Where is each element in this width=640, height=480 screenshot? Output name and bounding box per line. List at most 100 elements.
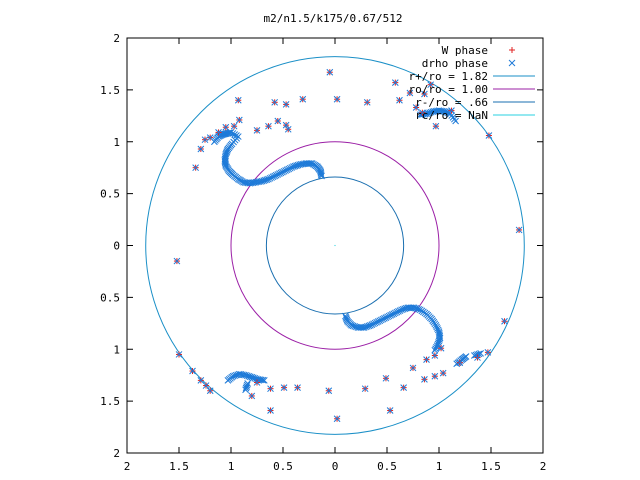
drho-phase-point <box>419 109 426 117</box>
drho-phase-point <box>485 132 493 139</box>
x-tick-label: 1 <box>228 460 235 473</box>
drho-phase-point <box>173 257 181 265</box>
drho-phase-point <box>396 96 403 104</box>
drho-phase-point <box>189 367 196 375</box>
y-tick-label: 2 <box>113 447 120 460</box>
drho-phase-point <box>409 364 417 372</box>
drho-phase-point <box>361 385 369 393</box>
drho-phase-point <box>294 384 301 391</box>
drho-phase-point <box>432 122 440 130</box>
y-tick-label: 1.5 <box>100 84 120 97</box>
drho-phase-point <box>299 95 307 103</box>
drho-phase-point <box>235 116 243 124</box>
circle-line <box>230 141 440 350</box>
drho-phase-point <box>197 377 205 384</box>
drho-phase-point <box>234 96 242 104</box>
drho-phase-point <box>333 415 341 423</box>
x-tick-label: 2 <box>540 460 547 473</box>
circle-line <box>145 56 525 435</box>
drho-phase-point <box>421 90 428 98</box>
x-tick-label: 2 <box>124 460 131 473</box>
x-tick-label: 0.5 <box>273 460 293 473</box>
drho-phase-point <box>271 98 279 106</box>
drho-phase-point <box>206 134 214 141</box>
y-tick-label: 1 <box>113 136 120 149</box>
drho-phase-point <box>206 387 214 395</box>
drho-phase-point <box>386 407 394 414</box>
drho-phase-point <box>274 117 282 125</box>
drho-phase-point <box>215 129 222 136</box>
drho-band-point <box>242 384 250 392</box>
legend-label: drho phase <box>422 57 488 70</box>
drho-band-point <box>260 377 268 384</box>
drho-phase-point <box>222 123 230 131</box>
drho-phase-point <box>427 81 435 89</box>
drho-phase-point <box>437 344 445 352</box>
drho-band-point <box>317 170 325 177</box>
drho-phase-point <box>439 369 447 377</box>
drho-phase-point <box>474 354 481 361</box>
legend-swatch-drho-phase <box>508 59 516 67</box>
drho-phase-point <box>412 104 420 111</box>
legend-label: r+/ro = 1.82 <box>409 70 488 83</box>
drho-band-point <box>227 129 235 136</box>
drho-phase-point <box>421 375 428 383</box>
drho-phase-point <box>431 372 439 380</box>
drho-phase-point <box>382 374 390 382</box>
center-point <box>334 244 336 247</box>
legend-swatch-w-phase <box>509 47 515 53</box>
legend-label: W phase <box>442 44 488 57</box>
drho-phase-point <box>201 136 209 144</box>
drho-band-point <box>477 350 484 357</box>
drho-band-point <box>231 131 238 138</box>
drho-phase-point <box>253 379 261 386</box>
drho-phase-point <box>192 164 199 172</box>
drho-phase-point <box>284 125 292 133</box>
drho-band-point <box>431 346 439 354</box>
drho-phase-point <box>456 359 464 367</box>
y-tick-label: 1.5 <box>100 395 120 408</box>
drho-phase-point <box>230 122 238 130</box>
y-tick-label: 0.5 <box>100 188 120 201</box>
chart-title: m2/n1.5/k175/0.67/512 <box>263 12 402 25</box>
drho-phase-point <box>515 226 523 234</box>
drho-phase-point <box>267 385 274 393</box>
y-tick-label: 1 <box>113 343 120 356</box>
legend-label: r-/ro = .66 <box>415 96 488 109</box>
x-tick-label: 1.5 <box>481 460 501 473</box>
drho-phase-point <box>431 352 439 359</box>
x-tick-label: 1.5 <box>169 460 189 473</box>
drho-band-point <box>242 386 249 394</box>
drho-phase-point <box>484 349 492 356</box>
y-tick-label: 2 <box>113 32 120 45</box>
drho-phase-point <box>280 384 288 391</box>
drho-band-point <box>259 376 267 384</box>
drho-band-point <box>229 130 237 137</box>
x-tick-label: 1 <box>436 460 443 473</box>
drho-phase-point <box>325 387 333 395</box>
x-tick-label: 0 <box>332 460 339 473</box>
drho-band-point <box>432 345 439 353</box>
drho-phase-point <box>265 122 272 130</box>
legend-label: rc/ro = NaN <box>415 109 488 122</box>
y-tick-label: 0.5 <box>100 291 120 304</box>
drho-band-point <box>317 171 325 179</box>
drho-band-point <box>318 172 325 180</box>
drho-phase-point <box>391 79 399 86</box>
reference-circles <box>145 56 525 435</box>
legend-label: ro/ro = 1.00 <box>409 83 488 96</box>
drho-phase-point <box>248 392 256 400</box>
drho-phase-point <box>253 126 261 134</box>
drho-phase-point <box>423 356 430 363</box>
x-tick-label: 0.5 <box>377 460 397 473</box>
data-marks <box>173 68 523 423</box>
circle-line <box>265 176 405 315</box>
drho-phase-point <box>400 384 407 391</box>
drho-phase-point <box>501 317 508 325</box>
drho-phase-point <box>282 121 290 129</box>
drho-band-point <box>221 159 229 167</box>
drho-phase-point <box>333 95 341 103</box>
drho-phase-point <box>197 145 205 153</box>
